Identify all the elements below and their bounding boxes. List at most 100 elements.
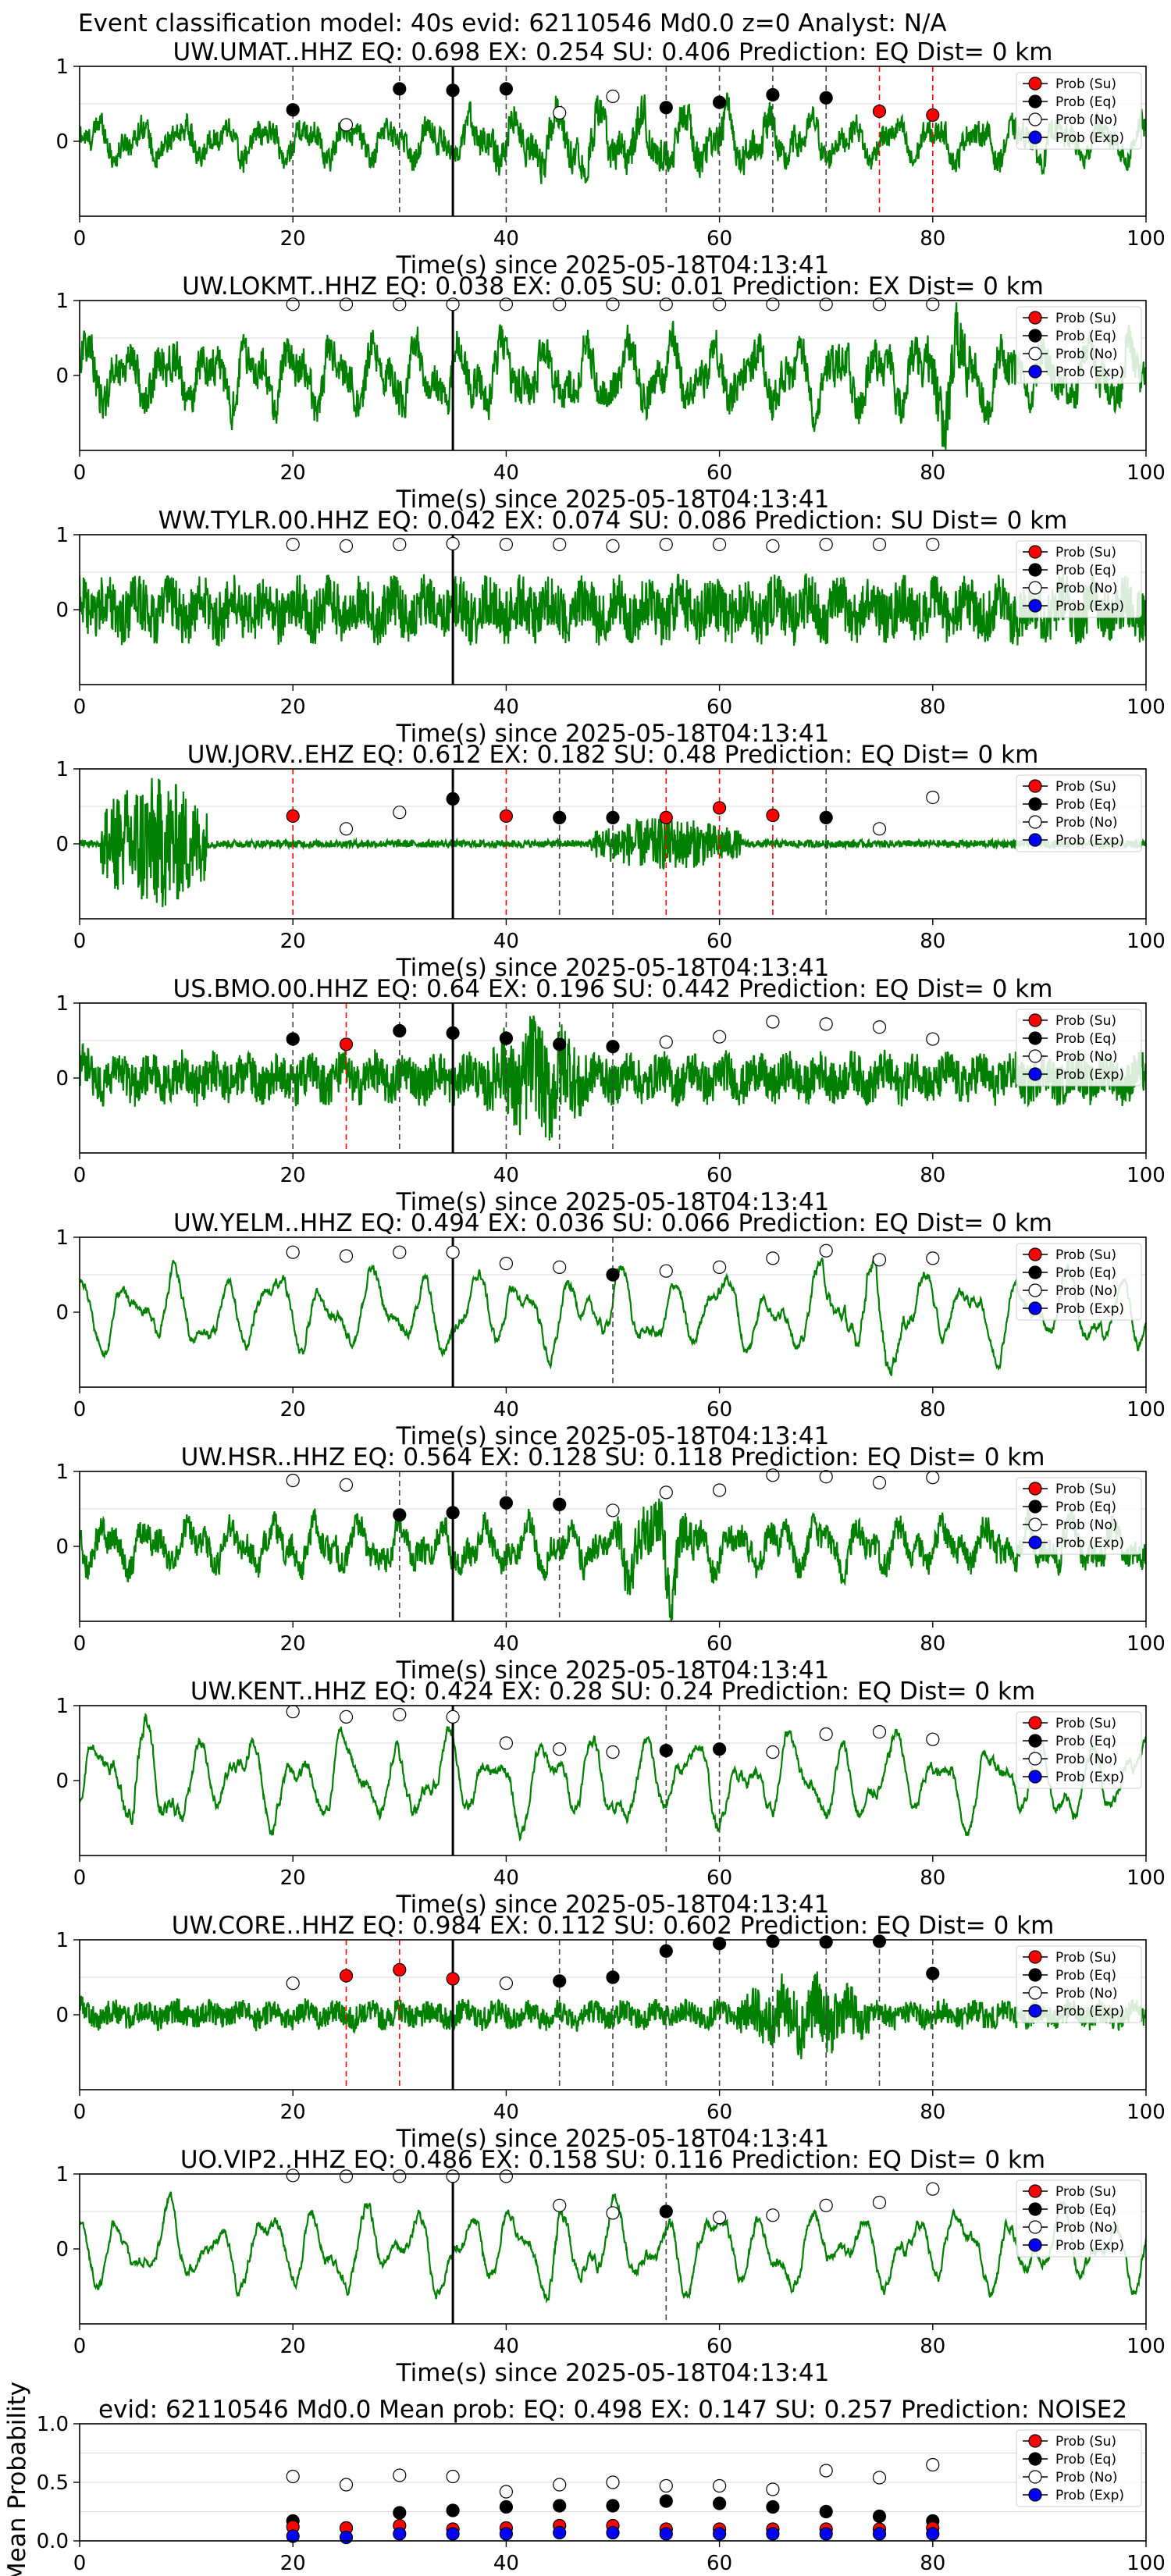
x-tick-label: 100 — [1127, 696, 1166, 719]
prob-point-no — [553, 105, 567, 120]
legend-label-eq: Prob (Eq) — [1055, 797, 1116, 813]
legend-label-no: Prob (No) — [1055, 2470, 1118, 2485]
panel-title: UW.UMAT..HHZ EQ: 0.698 EX: 0.254 SU: 0.4… — [173, 38, 1053, 66]
y-tick-label: 1 — [55, 1695, 69, 1718]
mean-point-exp — [766, 2527, 780, 2541]
prob-point-eq — [819, 810, 833, 825]
y-tick-label: 0 — [55, 1301, 69, 1325]
mean-point-eq — [553, 2499, 567, 2513]
prob-point-no — [926, 297, 940, 311]
legend-label-exp: Prob (Exp) — [1055, 365, 1124, 380]
mean-probability-panel: evid: 62110546 Md0.0 Mean prob: EQ: 0.49… — [3, 2382, 1166, 2576]
legend-label-su: Prob (Su) — [1055, 1247, 1116, 1263]
prob-point-su — [286, 809, 300, 824]
prob-point-no — [286, 537, 300, 552]
station-panel-3: WW.TYLR.00.HHZ EQ: 0.042 EX: 0.074 SU: 0… — [55, 507, 1165, 748]
y-tick-label: 0 — [55, 1770, 69, 1793]
prob-point-no — [286, 1705, 300, 1719]
panel-title: UW.CORE..HHZ EQ: 0.984 EX: 0.112 SU: 0.6… — [172, 1912, 1055, 1940]
legend-marker-exp — [1028, 2238, 1042, 2252]
prob-point-eq — [819, 91, 833, 105]
prob-point-no — [659, 1264, 673, 1278]
y-tick-label: 0 — [55, 2004, 69, 2027]
x-axis-label: Time(s) since 2025-05-18T04:13:41 — [396, 1422, 830, 1450]
x-tick-label: 80 — [920, 2335, 945, 2358]
prob-point-su — [446, 1972, 460, 1986]
x-tick-label: 20 — [280, 1398, 306, 1421]
mean-point-no — [606, 2475, 620, 2489]
legend-marker-exp — [1028, 1770, 1042, 1784]
legend-marker-exp — [1028, 599, 1042, 613]
prob-point-su — [926, 108, 940, 122]
y-axis-label: Mean Probability — [3, 2382, 31, 2576]
x-tick-label: 0 — [73, 1398, 87, 1421]
legend-marker-eq — [1028, 329, 1042, 343]
mean-point-exp — [659, 2527, 673, 2541]
y-tick-label: 1 — [55, 290, 69, 313]
prob-point-no — [553, 1260, 567, 1275]
x-tick-label: 60 — [707, 461, 732, 485]
panel-legend-box — [1016, 306, 1142, 384]
legend-label-eq: Prob (Eq) — [1055, 1500, 1116, 1515]
x-tick-label: 100 — [1127, 1866, 1166, 1890]
prob-point-no — [819, 1470, 833, 1484]
prob-point-no — [446, 1245, 460, 1259]
prob-point-eq — [659, 1944, 673, 1958]
x-tick-label: 40 — [493, 1164, 519, 1187]
mean-point-no — [499, 2485, 514, 2499]
legend-label-exp: Prob (Exp) — [1055, 130, 1124, 146]
prob-point-no — [393, 806, 407, 820]
x-tick-label: 60 — [707, 1632, 732, 1656]
prob-point-no — [393, 1707, 407, 1722]
panel-legend-box — [1016, 1711, 1142, 1789]
panel-legend-box — [1016, 1009, 1142, 1087]
legend-label-exp: Prob (Exp) — [1055, 2004, 1124, 2019]
legend-label-exp: Prob (Exp) — [1055, 1067, 1124, 1083]
x-tick-label: 40 — [493, 227, 519, 251]
y-tick-label: 1 — [55, 1461, 69, 1484]
legend-label-su: Prob (Su) — [1055, 1716, 1116, 1731]
x-tick-label: 80 — [920, 1632, 945, 1656]
legend-marker-eq — [1028, 1031, 1042, 1045]
station-panel-5: US.BMO.00.HHZ EQ: 0.64 EX: 0.196 SU: 0.4… — [55, 975, 1165, 1216]
prob-point-no — [926, 1732, 940, 1746]
prob-point-no — [872, 1725, 887, 1739]
mean-point-no — [393, 2468, 407, 2482]
legend-marker-no — [1028, 347, 1042, 361]
plot-area — [80, 769, 1146, 919]
axes-frame — [79, 1705, 1147, 1856]
legend-marker-exp — [1028, 1535, 1042, 1550]
prob-point-no — [499, 1256, 514, 1271]
prob-point-eq — [446, 84, 460, 98]
x-tick-label: 0 — [73, 930, 87, 953]
prob-point-no — [606, 297, 620, 311]
prob-point-no — [553, 537, 567, 552]
x-axis-label: Time(s) since 2025-05-18T04:13:41 — [396, 2359, 830, 2387]
panel-legend-box — [1016, 540, 1142, 618]
plot-area — [80, 301, 1146, 450]
prob-point-no — [339, 1710, 354, 1724]
mean-point-exp — [499, 2527, 514, 2541]
legend-label-no: Prob (No) — [1055, 112, 1118, 128]
panel-legend-box — [1016, 2179, 1142, 2258]
mean-point-no — [819, 2464, 833, 2478]
legend-marker-exp — [1028, 130, 1042, 144]
legend-label-exp: Prob (Exp) — [1055, 1301, 1124, 1317]
prob-point-no — [926, 1032, 940, 1046]
x-tick-label: 60 — [707, 1398, 732, 1421]
y-tick-label: 1 — [55, 992, 69, 1016]
panel-title: UW.JORV..EHZ EQ: 0.612 EX: 0.182 SU: 0.4… — [187, 741, 1039, 769]
mean-point-no — [339, 2478, 354, 2492]
x-tick-label: 20 — [280, 930, 306, 953]
mean-point-eq — [446, 2503, 460, 2517]
prob-point-su — [659, 810, 673, 825]
prob-point-eq — [393, 1023, 407, 1038]
station-panel-1: UW.UMAT..HHZ EQ: 0.698 EX: 0.254 SU: 0.4… — [55, 38, 1165, 279]
x-tick-label: 20 — [280, 2552, 306, 2575]
prob-point-no — [712, 537, 727, 552]
legend-label-eq: Prob (Eq) — [1055, 563, 1116, 578]
prob-point-no — [499, 2169, 514, 2183]
x-tick-label: 80 — [920, 227, 945, 251]
x-tick-label: 40 — [493, 1398, 519, 1421]
